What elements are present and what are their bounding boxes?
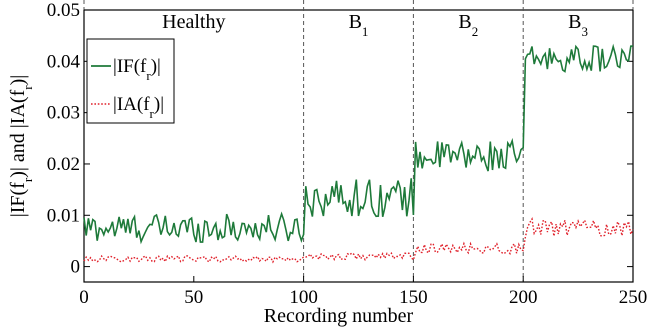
x-tick-label: 250 (619, 287, 648, 308)
y-tick-label: 0.05 (47, 0, 80, 21)
region-label: B2 (458, 11, 478, 39)
x-tick-label: 100 (289, 287, 318, 308)
y-tick-label: 0.04 (47, 51, 81, 72)
legend-label-2: |IA(fr)| (113, 94, 164, 121)
x-tick-label: 0 (79, 287, 89, 308)
region-label: Healthy (162, 11, 225, 33)
x-tick-label: 200 (509, 287, 538, 308)
y-tick-label: 0.01 (47, 205, 80, 226)
y-tick-label: 0.02 (47, 154, 80, 175)
y-tick-label: 0 (71, 257, 81, 278)
x-axis-title: Recording number (264, 305, 414, 327)
y-tick-label: 0.03 (47, 103, 80, 124)
legend: |IF(fr)| |IA(fr)| (86, 38, 175, 124)
legend-label-1: |IF(fr)| (113, 56, 161, 83)
series-line-2 (83, 217, 634, 264)
series-line-1 (83, 43, 634, 245)
legend-box (86, 38, 175, 124)
region-label: B3 (568, 11, 588, 39)
y-axis-title: |IF(fr)| and |IA(fr)| (7, 75, 35, 218)
region-label: B1 (349, 11, 369, 39)
x-tick-label: 50 (184, 287, 203, 308)
x-tick-label: 150 (399, 287, 428, 308)
plot-area: Healthy B1 B2 B3 0 50 100 150 200 250 0 0.01 0.02 0.0… (7, 0, 647, 327)
plot-frame (83, 9, 634, 283)
